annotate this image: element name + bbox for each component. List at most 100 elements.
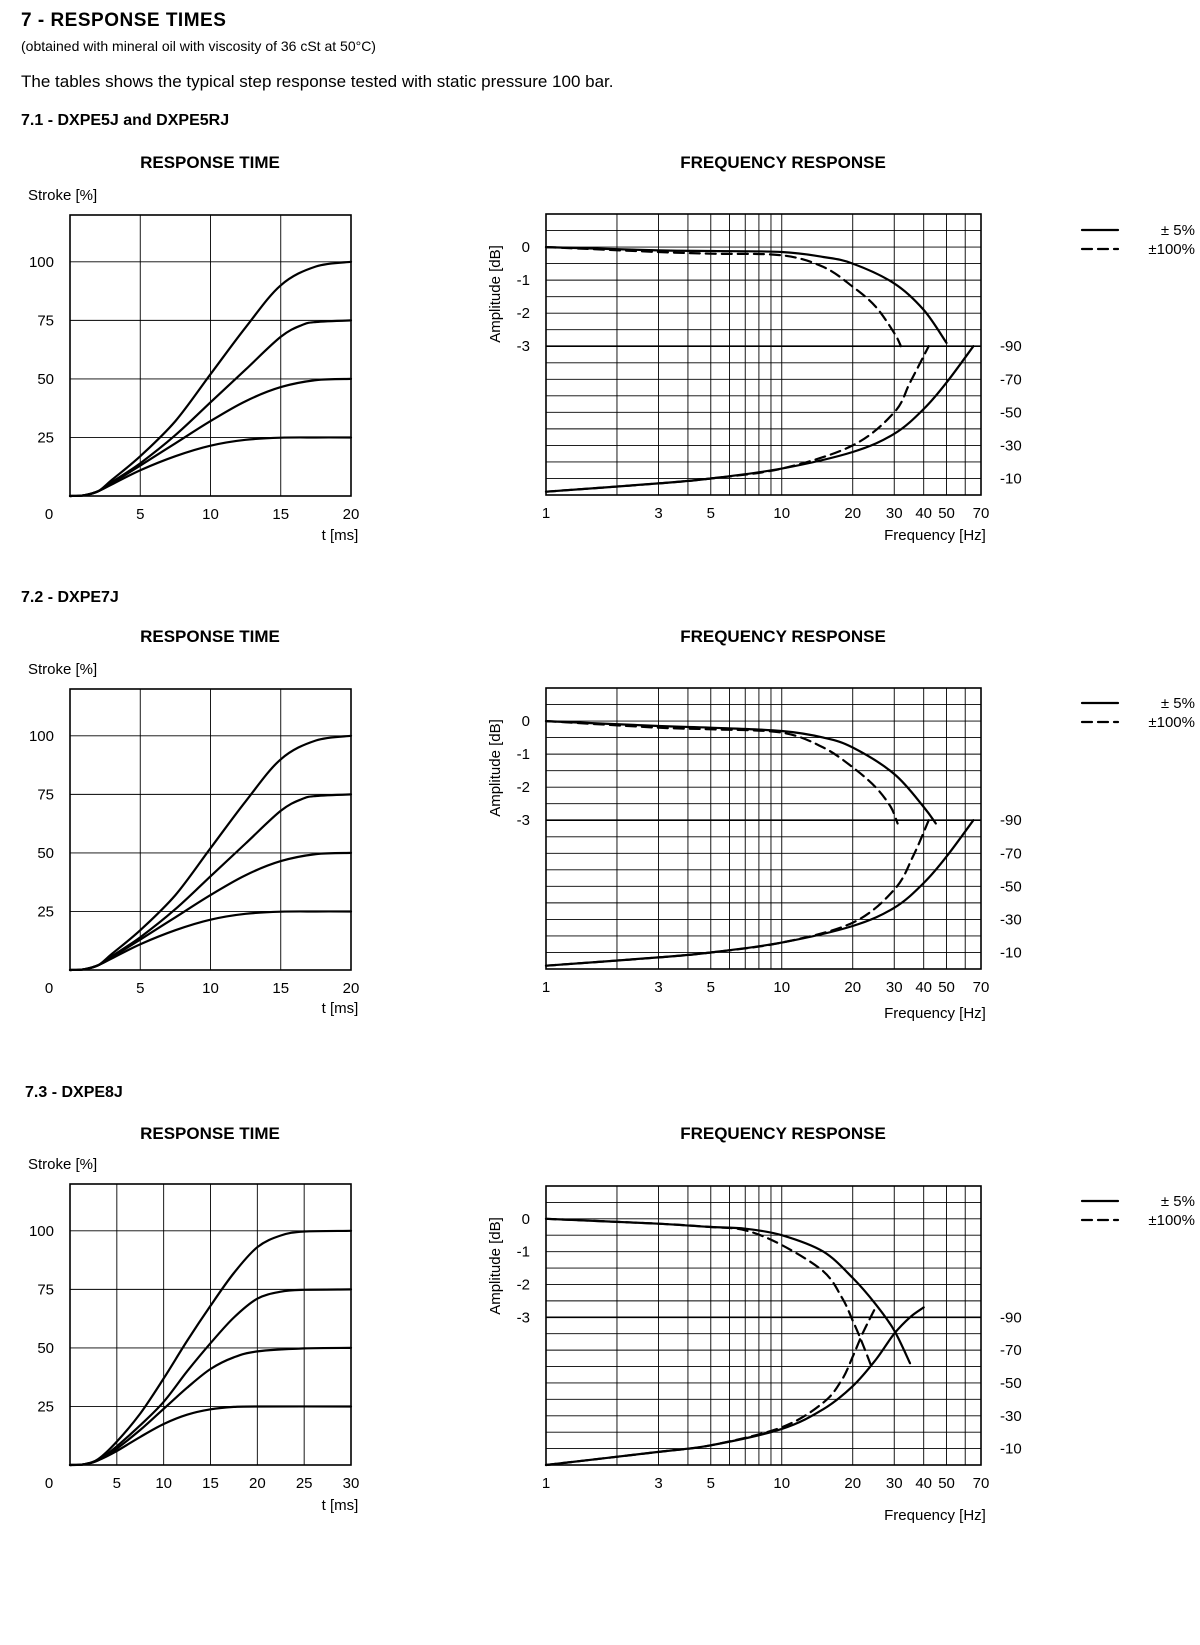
chart-title: FREQUENCY RESPONSE (680, 1124, 886, 1143)
x-tick-label: 1 (542, 1475, 550, 1492)
plot-frame (69, 214, 352, 497)
chart-title: FREQUENCY RESPONSE (680, 627, 886, 646)
x-tick-label: 20 (844, 979, 861, 996)
x-tick-label: 30 (343, 1475, 360, 1492)
step-curve (68, 260, 353, 498)
chart-title: RESPONSE TIME (140, 1124, 280, 1143)
x-tick-label: 30 (886, 505, 903, 522)
intro-text: The tables shows the typical step respon… (21, 72, 614, 91)
legend-label: ± 5% (1161, 222, 1195, 239)
phase-curve-100pct (544, 345, 930, 493)
section-title: 7.3 - DXPE8J (25, 1084, 123, 1101)
x-tick-label: 10 (773, 505, 790, 522)
phase-curve-5pct (544, 345, 975, 493)
y-tick-label: 0 (522, 1211, 530, 1228)
amplitude-curve-100pct (544, 720, 899, 825)
y-tick-label: 0 (522, 713, 530, 730)
x-tick-label: 0 (45, 1475, 53, 1492)
phase-tick-label: -30 (1000, 911, 1022, 928)
y-tick-label: -1 (517, 1244, 530, 1261)
x-tick-label: 30 (886, 979, 903, 996)
x-tick-label: 40 (915, 1475, 932, 1492)
x-tick-label: 40 (915, 505, 932, 522)
phase-curve-5pct (544, 819, 975, 967)
y-tick-label: -2 (517, 779, 530, 796)
y-tick-label: -1 (517, 272, 530, 289)
y-tick-label: 50 (37, 1340, 54, 1357)
x-tick-label: 10 (773, 979, 790, 996)
page-subtitle: (obtained with mineral oil with viscosit… (21, 38, 376, 54)
phase-tick-label: -70 (1000, 845, 1022, 862)
phase-tick-label: -90 (1000, 1309, 1022, 1326)
phase-tick-label: -90 (1000, 812, 1022, 829)
x-tick-label: 70 (973, 979, 990, 996)
phase-tick-label: -50 (1000, 1375, 1022, 1392)
phase-tick-label: -10 (1000, 1441, 1022, 1458)
x-tick-label: 20 (844, 1475, 861, 1492)
legend-label: ± 5% (1161, 695, 1195, 712)
y-tick-label: 75 (37, 312, 54, 329)
x-axis-label: Frequency [Hz] (884, 1507, 986, 1524)
legend-label: ±100% (1148, 241, 1195, 258)
legend-label: ±100% (1148, 714, 1195, 731)
phase-curve-100pct (544, 1306, 877, 1467)
x-tick-label: 25 (296, 1475, 313, 1492)
x-tick-label: 5 (136, 506, 144, 523)
phase-tick-label: -70 (1000, 1342, 1022, 1359)
x-tick-label: 70 (973, 1475, 990, 1492)
phase-curve-5pct (544, 1306, 925, 1467)
step-curve (68, 1229, 353, 1467)
y-tick-label: -2 (517, 1276, 530, 1293)
phase-curve-100pct (544, 819, 930, 967)
y-tick-label: 0 (522, 239, 530, 256)
x-tick-label: 20 (844, 505, 861, 522)
x-tick-label: 10 (202, 506, 219, 523)
y-tick-label: 75 (37, 1281, 54, 1298)
phase-tick-label: -10 (1000, 944, 1022, 961)
y-axis-label: Amplitude [dB] (487, 1217, 504, 1315)
x-tick-label: 20 (343, 980, 360, 997)
plot-frame (545, 213, 982, 496)
amplitude-curve-100pct (544, 1217, 873, 1368)
y-tick-label: -3 (517, 338, 530, 355)
section-title: 7.2 - DXPE7J (21, 589, 119, 606)
y-tick-label: -1 (517, 746, 530, 763)
x-tick-label: 10 (155, 1475, 172, 1492)
page-title: 7 - RESPONSE TIMES (21, 10, 227, 31)
y-axis-label: Amplitude [dB] (487, 245, 504, 343)
phase-tick-label: -70 (1000, 371, 1022, 388)
x-tick-label: 3 (654, 505, 662, 522)
y-tick-label: 100 (29, 254, 54, 271)
y-tick-label: -3 (517, 812, 530, 829)
x-tick-label: 0 (45, 506, 53, 523)
y-tick-label: 25 (37, 903, 54, 920)
y-tick-label: 50 (37, 845, 54, 862)
x-axis-label: Frequency [Hz] (884, 1005, 986, 1022)
phase-tick-label: -50 (1000, 878, 1022, 895)
phase-tick-label: -10 (1000, 470, 1022, 487)
x-tick-label: 5 (136, 980, 144, 997)
amplitude-curve-5pct (544, 246, 948, 344)
y-tick-label: 75 (37, 786, 54, 803)
x-axis-label: t [ms] (322, 1497, 359, 1514)
y-tick-label: 25 (37, 429, 54, 446)
y-tick-label: -3 (517, 1309, 530, 1326)
x-tick-label: 20 (343, 506, 360, 523)
step-curve (68, 734, 353, 972)
chart-title: RESPONSE TIME (140, 627, 280, 646)
x-tick-label: 5 (113, 1475, 121, 1492)
x-tick-label: 3 (654, 1475, 662, 1492)
chart-title: RESPONSE TIME (140, 153, 280, 172)
y-tick-label: 50 (37, 371, 54, 388)
plot-frame (545, 1185, 982, 1466)
x-tick-label: 1 (542, 979, 550, 996)
section-title: 7.1 - DXPE5J and DXPE5RJ (21, 112, 230, 129)
x-tick-label: 5 (707, 505, 715, 522)
phase-tick-label: -90 (1000, 338, 1022, 355)
phase-tick-label: -30 (1000, 437, 1022, 454)
y-axis-label: Amplitude [dB] (487, 719, 504, 817)
plot-frame (69, 688, 352, 971)
x-tick-label: 1 (542, 505, 550, 522)
x-tick-label: 20 (249, 1475, 266, 1492)
x-tick-label: 15 (272, 980, 289, 997)
